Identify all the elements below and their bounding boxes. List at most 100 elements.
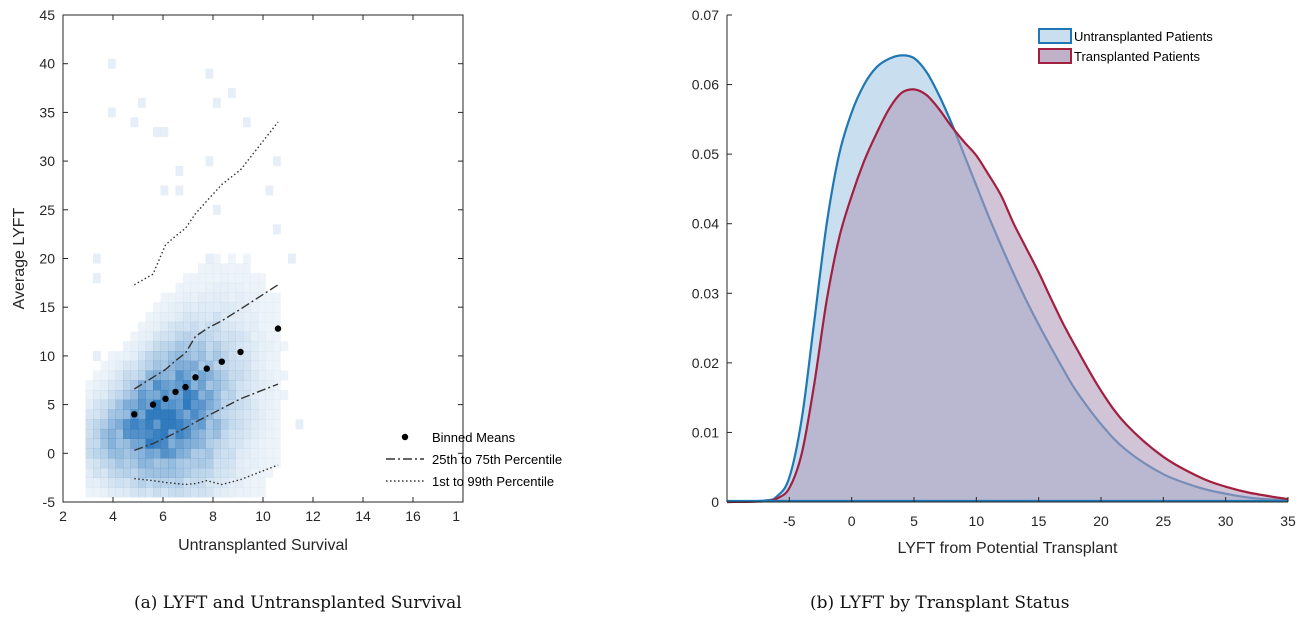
legend-label: Binned Means [432,430,516,445]
heatmap-cell [250,419,259,430]
heatmap-cell [145,487,154,498]
heatmap-cell [228,312,236,323]
x-axis-label: Untransplanted Survival [178,537,348,554]
legend-label: 1st to 99th Percentile [432,474,554,489]
heatmap-cell [250,448,259,459]
heatmap-cell [228,282,236,293]
heatmap-cell [235,370,244,381]
heatmap-cell [93,389,101,401]
heatmap-cell [235,360,244,371]
heatmap-cell [183,477,191,488]
heatmap-cell [273,351,281,362]
heatmap-cell [168,458,176,469]
y-tick-label: 30 [39,153,55,169]
heatmap-cell [265,438,274,449]
heatmap-cell [183,331,191,342]
heatmap-cell [228,458,236,469]
heatmap-cell [198,458,206,469]
y-tick-label: 0.06 [692,77,719,93]
heatmap-cell [250,409,259,420]
heatmap-cell [145,312,154,323]
heatmap-cell [243,428,251,439]
heatmap-cell [220,302,229,313]
heatmap-cell [265,312,274,323]
heatmap-cell [153,341,161,352]
heatmap-cell [243,351,251,362]
heatmap-cell [265,360,274,371]
heatmap-cell [213,273,221,284]
heatmap-cell [130,360,139,371]
heatmap-cell [220,477,229,488]
heatmap-cell [205,448,214,459]
heatmap-cell [190,360,199,371]
heatmap-cell [130,438,139,449]
heatmap-cell [205,351,214,362]
heatmap-cell [93,351,101,362]
heatmap-cell [153,312,161,323]
heatmap-cell [250,351,259,362]
heatmap-cell [205,292,214,303]
heatmap-cell [183,399,191,410]
heatmap-cell [228,389,236,401]
heatmap-cell [93,438,101,449]
heatmap-cell [205,380,214,391]
heatmap-cell [145,389,154,401]
heatmap-cell [183,428,191,439]
heatmap-cell [205,312,214,323]
heatmap-cell [168,399,176,410]
heatmap-cell [250,273,259,284]
heatmap-cell [190,302,199,313]
heatmap-cell [183,341,191,352]
heatmap-cell [258,477,266,488]
heatmap-cell [258,312,266,323]
y-tick-label: 35 [39,104,55,120]
heatmap-cell [183,312,191,323]
caption-a: (a) LYFT and Untransplanted Survival [134,593,462,613]
heatmap-cell [228,380,236,391]
heatmap-cell [220,458,229,469]
heatmap-cell [250,487,259,498]
heatmap-cell [228,370,236,381]
heatmap-cell [280,370,289,381]
heatmap-cell [258,380,266,391]
y-tick-label: 0 [47,445,55,461]
heatmap-cell [93,428,101,439]
heatmap-cell [220,321,229,332]
heatmap-cell [130,487,139,498]
heatmap-cell [228,360,236,371]
heatmap-cell [273,409,281,420]
heatmap-cell [153,399,161,410]
heatmap-cell [145,360,154,371]
heatmap-cell [168,438,176,449]
x-axis-label: LYFT from Potential Transplant [898,540,1119,557]
heatmap-cell [273,389,281,401]
heatmap-cell [130,477,139,488]
heatmap-cell [273,428,281,439]
heatmap-cell [190,438,199,449]
heatmap-cell [243,263,251,274]
heatmap-cell [93,458,101,469]
heatmap-cell [160,185,169,196]
binned-mean-point [149,401,157,408]
heatmap-cell [138,370,146,381]
heatmap-cell [93,448,101,459]
heatmap-cell [138,409,146,420]
heatmap-cell [205,487,214,498]
x-tick-label: 10 [969,513,985,529]
heatmap-cell [138,360,146,371]
heatmap-cell [265,331,274,342]
binned-mean-point [162,395,169,402]
heatmap-cell [183,282,191,293]
heatmap-cell [93,409,101,420]
heatmap-cell [205,467,214,478]
heatmap-cell [160,438,169,449]
heatmap-cell [198,360,206,371]
heatmap-cell [213,360,221,371]
heatmap-cell [243,419,251,430]
heatmap-cell [273,292,281,303]
heatmap-cell [175,185,184,196]
heatmap-cell [175,477,184,488]
heatmap-cell [220,389,229,401]
x-tick-label: 4 [109,508,117,524]
heatmap-cell [115,477,124,488]
